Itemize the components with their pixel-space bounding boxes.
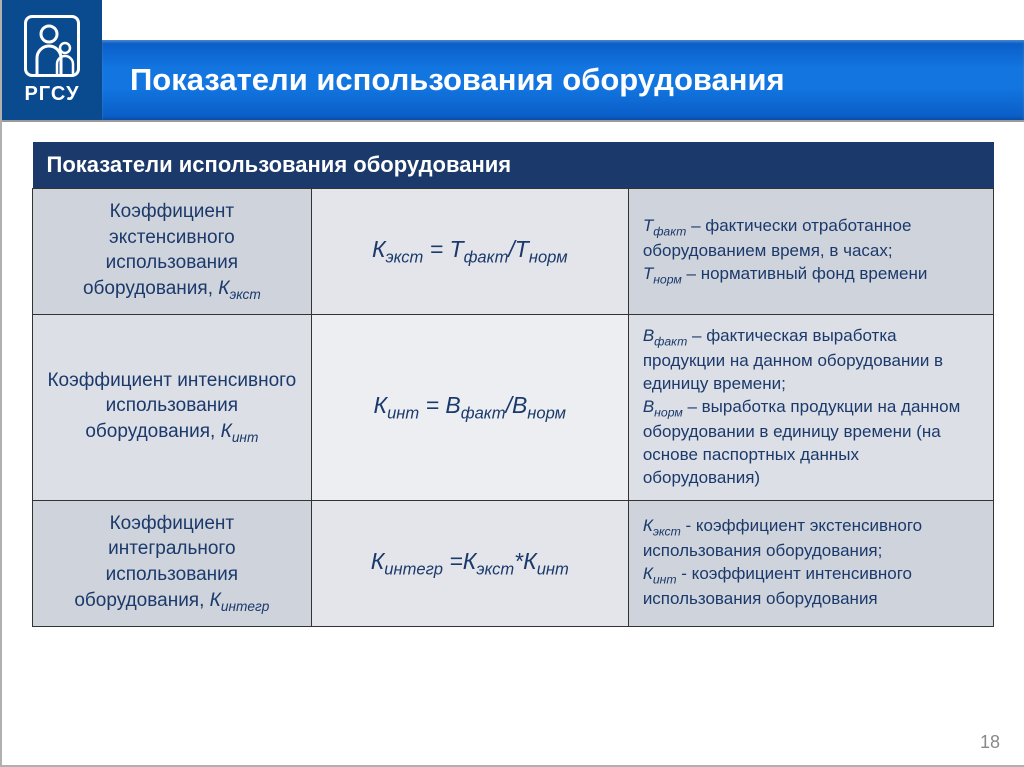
title-main: Показатели использования оборудования	[102, 40, 1024, 120]
section-row: Показатели использования оборудования	[33, 142, 994, 189]
title-spacer	[102, 0, 1024, 40]
cell-desc: Кэкст - коэффициент экстенсивного исполь…	[628, 500, 993, 626]
logo-text: РГСУ	[24, 83, 79, 106]
header: РГСУ Показатели использования оборудован…	[2, 0, 1024, 122]
logo-icon	[24, 15, 80, 77]
content: Показатели использования оборудования Ко…	[2, 122, 1024, 647]
title-bar: Показатели использования оборудования	[102, 0, 1024, 120]
table-row: Коэффициент экстенсивного использования …	[33, 189, 994, 315]
cell-formula: Кинтегр =Кэкст*Кинт	[311, 500, 628, 626]
page-number: 18	[980, 732, 1000, 753]
cell-formula: Кэкст = Тфакт/Тнорм	[311, 189, 628, 315]
page-title: Показатели использования оборудования	[130, 62, 785, 98]
cell-name: Коэффициент интенсивного использования о…	[33, 315, 312, 501]
cell-desc: Вфакт – фактическая выработка продукции …	[628, 315, 993, 501]
table-row: Коэффициент интенсивного использования о…	[33, 315, 994, 501]
cell-desc: Тфакт – фактически отработанное оборудов…	[628, 189, 993, 315]
section-header: Показатели использования оборудования	[33, 142, 994, 189]
cell-name: Коэффициент интегрального использования …	[33, 500, 312, 626]
cell-name: Коэффициент экстенсивного использования …	[33, 189, 312, 315]
table-row: Коэффициент интегрального использования …	[33, 500, 994, 626]
cell-formula: Кинт = Вфакт/Внорм	[311, 315, 628, 501]
logo-box: РГСУ	[2, 0, 102, 120]
indicators-table: Показатели использования оборудования Ко…	[32, 142, 994, 627]
slide: РГСУ Показатели использования оборудован…	[0, 0, 1024, 767]
